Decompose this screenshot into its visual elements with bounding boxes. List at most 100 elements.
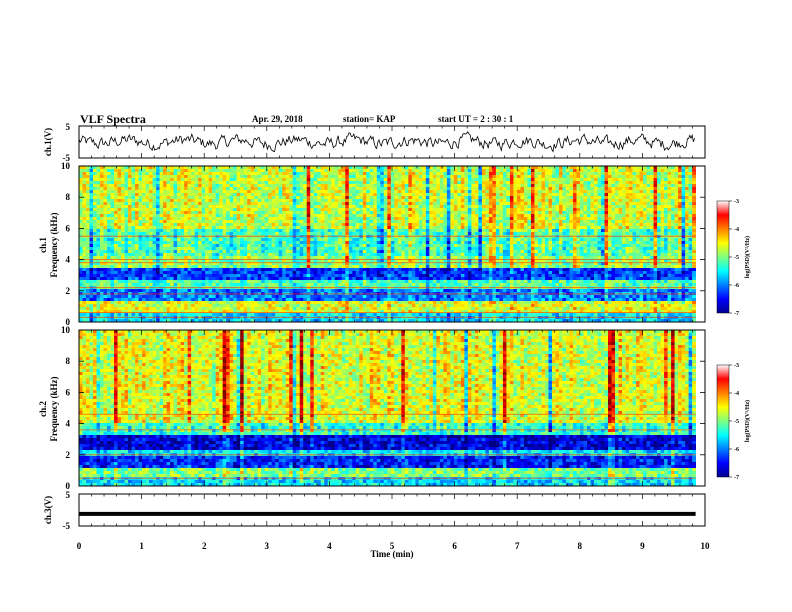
spectrogram-cell [117, 184, 122, 188]
spectrogram-cell [184, 193, 188, 197]
spectrogram-cell [334, 199, 339, 203]
spectrogram-cell [100, 223, 104, 227]
spectrogram-cell [495, 172, 500, 176]
spectrogram-cell [226, 190, 231, 194]
spectrogram-cell [387, 217, 392, 221]
spectrogram-cell [527, 220, 532, 224]
spectrogram-cell [530, 220, 535, 224]
spectrogram-cell [205, 178, 210, 182]
spectrogram-cell [643, 208, 647, 212]
spectrogram-cell [590, 184, 595, 188]
spectrogram-cell [369, 196, 374, 200]
spectrogram-cell [411, 169, 416, 173]
spectrogram-cell [457, 184, 462, 188]
spectrogram-cell [236, 172, 241, 176]
spectrogram-cell [152, 226, 157, 230]
spectrogram-cell [495, 241, 500, 245]
spectrogram-cell [324, 199, 329, 203]
spectrogram-cell [534, 175, 539, 179]
spectrogram-cell [82, 190, 87, 194]
spectrogram-cell [643, 217, 647, 221]
spectrogram-cell [390, 211, 395, 215]
spectrogram-cell [530, 217, 535, 221]
spectrogram-cell [212, 187, 217, 191]
spectrogram-cell [331, 217, 336, 221]
spectrogram-cell [226, 232, 231, 236]
spectrogram-cell [653, 184, 658, 188]
spectrogram-cell [180, 175, 185, 179]
spectrogram-cell [96, 205, 101, 209]
spectrogram-cell [639, 244, 644, 248]
spectrogram-cell [523, 217, 528, 221]
spectrogram-cell [629, 235, 633, 239]
spectrogram-cell [334, 229, 339, 233]
spectrogram-cell [474, 229, 479, 233]
spectrogram-cell [110, 226, 115, 230]
spectrogram-cell [135, 223, 139, 227]
spectrogram-cell [376, 196, 381, 200]
spectrogram-cell [397, 229, 402, 233]
spectrogram-cell [636, 238, 640, 242]
spectrogram-cell [159, 211, 164, 215]
spectrogram-cell [100, 172, 104, 176]
spectrogram-cell [366, 172, 371, 176]
spectrogram-cell [383, 169, 388, 173]
spectrogram-cell [257, 241, 262, 245]
spectrogram-cell [520, 238, 525, 242]
spectrogram-cell [615, 166, 619, 170]
spectrogram-cell [107, 202, 111, 206]
spectrogram-cell [499, 187, 504, 191]
spectrogram-cell [460, 178, 465, 182]
spectrogram-cell [485, 220, 490, 224]
spectrogram-cell [664, 199, 668, 203]
spectrogram-cell [485, 199, 490, 203]
spectrogram-cell [163, 250, 167, 254]
spectrogram-cell [646, 226, 651, 230]
spectrogram-cell [359, 172, 364, 176]
spectrogram-cell [110, 178, 115, 182]
spectrogram-cell [685, 175, 689, 179]
spectrogram-cell [639, 172, 644, 176]
spectrogram-cell [380, 241, 385, 245]
spectrogram-cell [229, 172, 234, 176]
spectrogram-cell [646, 190, 651, 194]
spectrogram-cell [667, 235, 672, 239]
spectrogram-cell [275, 229, 280, 233]
spectrogram-cell [124, 202, 129, 206]
spectrogram-cell [264, 196, 269, 200]
spectrogram-cell [156, 175, 160, 179]
spectrogram-cell [541, 217, 546, 221]
spectrogram-cell [166, 220, 171, 224]
spectrogram-cell [149, 232, 153, 236]
spectrogram-cell [156, 220, 160, 224]
spectrogram-cell [341, 220, 346, 224]
spectrogram-cell [352, 211, 357, 215]
spectrogram-cell [629, 175, 633, 179]
spectrogram-cell [443, 220, 448, 224]
spectrogram-cell [460, 247, 465, 251]
spectrogram-cell [355, 226, 360, 230]
spectrogram-cell [520, 241, 525, 245]
spectrogram-cell [345, 199, 350, 203]
spectrogram-cell [650, 196, 654, 200]
spectrogram-cell [348, 190, 353, 194]
spectrogram-cell [187, 220, 192, 224]
spectrogram-cell [499, 211, 504, 215]
spectrogram-cell [646, 196, 651, 200]
spectrogram-cell [366, 181, 371, 185]
spectrogram-cell [264, 178, 269, 182]
spectrogram-cell [159, 172, 164, 176]
spectrogram-cell [471, 220, 476, 224]
spectrogram-cell [671, 217, 675, 221]
spectrogram-cell [408, 220, 413, 224]
spectrogram-cell [285, 244, 290, 248]
spectrogram-cell [369, 202, 374, 206]
spectrogram-cell [135, 229, 139, 233]
spectrogram-cell [334, 175, 339, 179]
spectrogram-cell [660, 220, 665, 224]
spectrogram-cell [587, 184, 591, 188]
spectrogram-cell [632, 211, 637, 215]
spectrogram-cell [562, 178, 567, 182]
spectrogram-cell [247, 211, 252, 215]
spectrogram-cell [135, 178, 139, 182]
